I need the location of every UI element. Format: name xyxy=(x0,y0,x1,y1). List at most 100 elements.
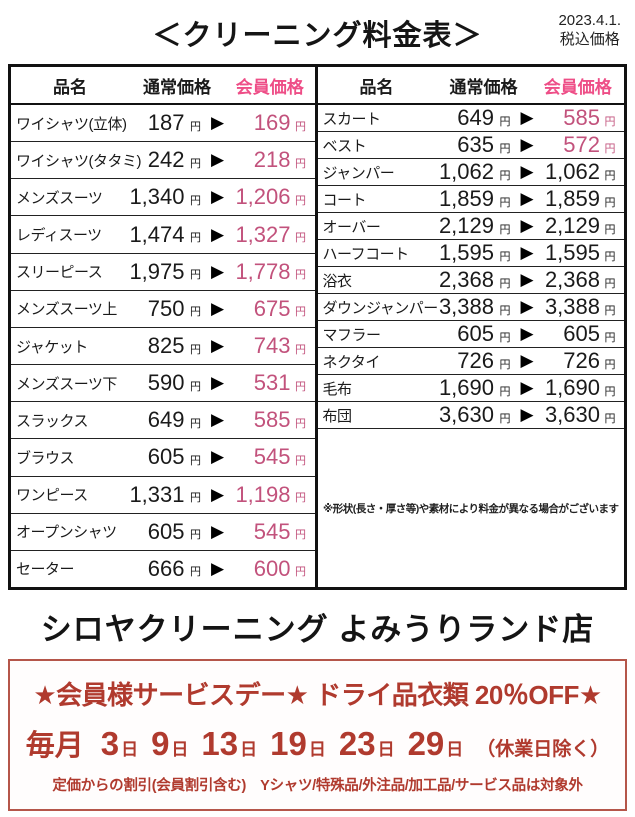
yen-label: 円 xyxy=(190,566,201,579)
member-price: 1,778 xyxy=(235,258,291,284)
member-price: 1,062 xyxy=(544,159,600,184)
regular-price: 605 xyxy=(147,518,185,544)
day-number: 3 xyxy=(100,725,120,762)
regular-price: 1,859 xyxy=(438,186,494,211)
yen-label: 円 xyxy=(604,277,616,290)
regular-price: 2,368 xyxy=(438,267,494,292)
table-row: ハーフコート 1,595 円 ▶ 1,595 円 xyxy=(317,239,624,266)
member-price: 1,595 xyxy=(544,240,600,265)
promo-box: ★会員様サービスデー★ ドライ品衣類 20％OFF★ 毎月 3 日 9 日 13 日 19 日… xyxy=(8,659,627,811)
yen-label: 円 xyxy=(295,492,306,505)
price-table-right: 品名 通常価格 会員価格 スカート 649 円 ▶ 585 円ベスト 635 円 ▶ 572 円ジャ… xyxy=(317,67,625,587)
effective-date: 2023.4.1. xyxy=(558,12,621,29)
yen-label: 円 xyxy=(190,157,201,170)
regular-price: 1,340 xyxy=(129,184,185,210)
arrow-icon: ▶ xyxy=(210,447,225,467)
yen-label: 円 xyxy=(190,417,201,430)
yen-label: 円 xyxy=(604,169,616,182)
col-header-regular: 通常価格 xyxy=(449,77,518,97)
table-row: マフラー 605 円 ▶ 605 円 xyxy=(317,320,624,347)
member-price: 1,206 xyxy=(235,184,291,210)
arrow-icon: ▶ xyxy=(520,108,534,127)
member-price: 545 xyxy=(253,444,291,470)
price-table-left: 品名 通常価格 会員価格 ワイシャツ(立体) 187 円 ▶ 169 円ワイシャツ(タタミ… xyxy=(11,67,318,587)
arrow-icon: ▶ xyxy=(520,405,534,424)
service-day: 29 日 xyxy=(408,725,464,763)
poster-header: ＜クリーニング料金表＞ 2023.4.1. 税込価格 xyxy=(8,8,627,60)
arrow-icon: ▶ xyxy=(210,224,225,244)
item-name: オーバー xyxy=(322,218,381,236)
yen-label: 円 xyxy=(295,343,306,356)
yen-label: 円 xyxy=(499,169,511,182)
member-price: 545 xyxy=(253,518,291,544)
regular-price: 187 xyxy=(147,110,185,136)
yen-label: 円 xyxy=(604,331,616,344)
col-header-item: 品名 xyxy=(359,77,394,97)
member-price: 572 xyxy=(563,132,600,157)
day-number: 19 xyxy=(270,725,307,762)
table-row: オーバー 2,129 円 ▶ 2,129 円 xyxy=(317,212,624,239)
promo-headline: ★会員様サービスデー★ ドライ品衣類 20％OFF★ xyxy=(33,680,602,710)
regular-price: 750 xyxy=(147,295,185,321)
yen-label: 円 xyxy=(295,380,306,393)
yen-label: 円 xyxy=(499,250,511,263)
service-day: 13 日 xyxy=(201,725,257,763)
table-row: ブラウス 605 円 ▶ 545 円 xyxy=(11,438,315,475)
arrow-icon: ▶ xyxy=(210,187,225,207)
service-day: 23 日 xyxy=(339,725,395,763)
yen-label: 円 xyxy=(295,529,306,542)
item-name: コート xyxy=(322,191,367,209)
table-rows-left: ワイシャツ(立体) 187 円 ▶ 169 円ワイシャツ(タタミ) 242 円 ▶ 218 円メンズ… xyxy=(11,105,315,587)
item-name: ネクタイ xyxy=(322,353,381,371)
item-name: スリーピース xyxy=(16,264,103,282)
yen-label: 円 xyxy=(604,250,616,263)
table-row: レディスーツ 1,474 円 ▶ 1,327 円 xyxy=(11,215,315,252)
table-row: 布団 3,630 円 ▶ 3,630 円 xyxy=(317,401,624,428)
yen-label: 円 xyxy=(604,196,616,209)
col-header-member: 会員価格 xyxy=(235,77,304,97)
regular-price: 726 xyxy=(457,348,494,373)
yen-label: 円 xyxy=(295,120,306,133)
promo-schedule: 毎月 3 日 9 日 13 日 19 日 23 日 29 日（休業日除く） xyxy=(18,722,617,764)
member-price: 1,327 xyxy=(235,221,291,247)
item-name: スカート xyxy=(322,110,382,128)
price-table: 品名 通常価格 会員価格 ワイシャツ(立体) 187 円 ▶ 169 円ワイシャツ(タタミ… xyxy=(8,64,627,590)
table-row: ダウンジャンパー 3,388 円 ▶ 3,388 円 xyxy=(317,293,624,320)
arrow-icon: ▶ xyxy=(210,410,225,430)
arrow-icon: ▶ xyxy=(210,336,225,356)
day-suffix: 日 xyxy=(377,740,395,759)
item-name: マフラー xyxy=(322,326,382,344)
schedule-prefix: 毎月 xyxy=(25,730,84,762)
member-price: 675 xyxy=(253,295,291,321)
table-row: スカート 649 円 ▶ 585 円 xyxy=(318,105,625,131)
regular-price: 1,062 xyxy=(438,159,494,184)
item-name: 毛布 xyxy=(322,380,353,398)
tax-note: 税込価格 xyxy=(559,30,620,48)
arrow-icon: ▶ xyxy=(520,189,534,208)
table-footnote: ※形状(長さ・厚さ等)や素材により料金が異なる場合がございます xyxy=(317,428,624,587)
arrow-icon: ▶ xyxy=(210,521,225,541)
table-row: メンズスーツ上 750 円 ▶ 675 円 xyxy=(11,289,315,327)
item-name: レディスーツ xyxy=(16,227,102,245)
yen-label: 円 xyxy=(499,331,511,344)
day-suffix: 日 xyxy=(171,740,189,759)
member-price: 3,630 xyxy=(544,402,600,427)
regular-price: 1,975 xyxy=(129,258,185,284)
regular-price: 649 xyxy=(457,105,494,130)
yen-label: 円 xyxy=(604,115,616,128)
table-row: ジャケット 825 円 ▶ 743 円 xyxy=(11,326,315,364)
store-name: シロヤクリーニング よみうりランド店 xyxy=(40,612,595,647)
member-price: 585 xyxy=(253,407,291,433)
arrow-icon: ▶ xyxy=(520,351,534,370)
yen-label: 円 xyxy=(499,223,511,236)
member-price: 3,388 xyxy=(544,294,600,319)
yen-label: 円 xyxy=(499,142,511,155)
day-number: 13 xyxy=(201,725,239,762)
item-name: ブラウス xyxy=(16,449,75,467)
yen-label: 円 xyxy=(499,412,511,425)
yen-label: 円 xyxy=(604,412,616,425)
arrow-icon: ▶ xyxy=(520,243,534,262)
yen-label: 円 xyxy=(190,269,201,282)
arrow-icon: ▶ xyxy=(210,261,225,281)
regular-price: 3,388 xyxy=(438,294,494,319)
